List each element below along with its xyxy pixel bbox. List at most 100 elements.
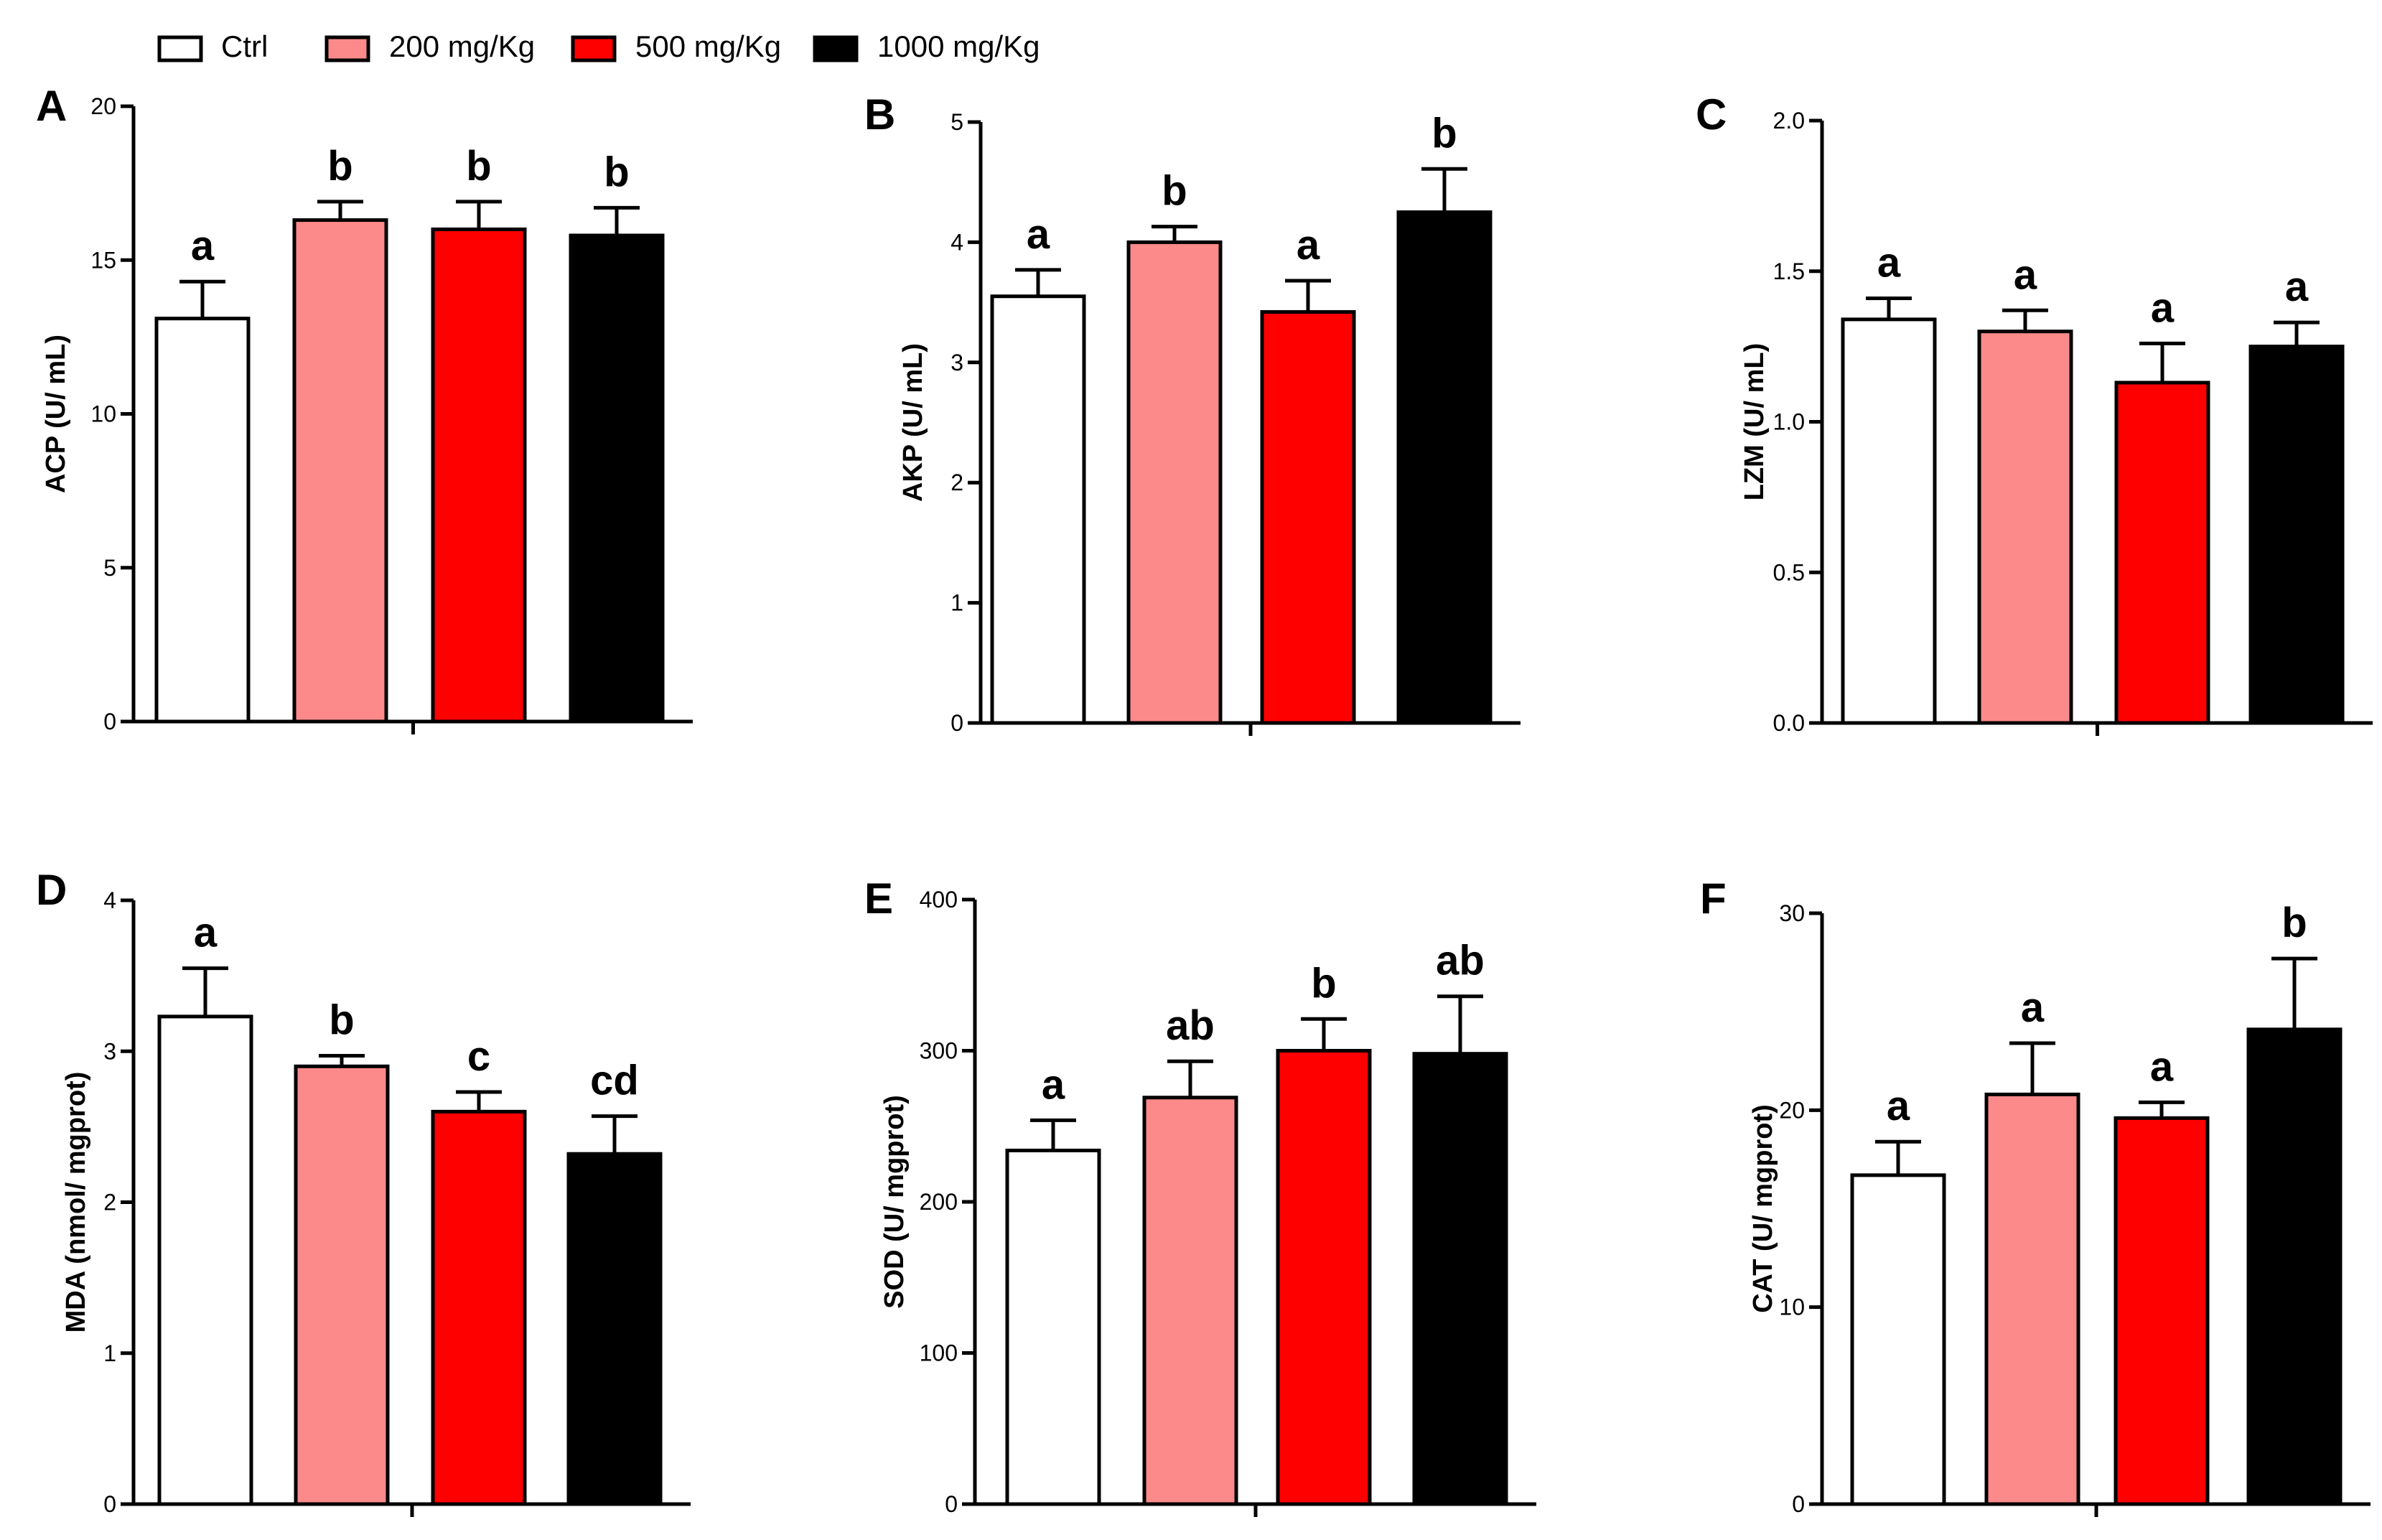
bar-f-1 — [1850, 1173, 1946, 1506]
bar-e-2 — [1142, 1096, 1238, 1506]
sig-letter-d-3: c — [467, 1033, 490, 1080]
y-tick-label-c: 0.5 — [1773, 559, 1805, 585]
bar-d-3 — [431, 1109, 527, 1506]
y-tick-label-e: 200 — [920, 1189, 958, 1215]
y-axis-title-a: ACP (U/ mL) — [41, 335, 71, 493]
panel-d: D 0 1 2 3 4 MDA (nmol/ mgprot) a b c cd — [36, 866, 691, 1517]
y-axis-title-f: CAT (U/ mgprot) — [1748, 1104, 1778, 1313]
sig-letter-e-4: ab — [1436, 938, 1485, 984]
y-tick-label-b: 3 — [951, 350, 963, 375]
y-tick-label-c: 2.0 — [1773, 108, 1805, 134]
legend-500-mg-kg-swatch — [571, 35, 617, 62]
panel-label-a: A — [36, 82, 67, 130]
legend-ctrl-label: Ctrl — [221, 29, 268, 63]
panel-label-f: F — [1700, 874, 1727, 923]
sig-letter-a-4: b — [604, 149, 629, 195]
y-tick-label-c: 1.5 — [1773, 258, 1805, 284]
sig-letter-d-4: cd — [590, 1058, 639, 1104]
y-tick-label-a: 10 — [90, 401, 116, 427]
y-tick-label-e: 400 — [920, 887, 958, 913]
bar-c-3 — [2114, 381, 2210, 725]
y-tick-label-d: 4 — [103, 887, 116, 913]
bar-d-1 — [157, 1014, 253, 1506]
bar-f-2 — [1984, 1092, 2080, 1506]
sig-letter-a-1: a — [191, 223, 215, 269]
panel-label-d: D — [36, 866, 67, 914]
sig-letter-a-3: b — [466, 143, 491, 190]
legend-200-mg-kg-label: 200 mg/Kg — [389, 29, 535, 63]
bar-e-4 — [1412, 1052, 1508, 1506]
bar-b-4 — [1396, 210, 1493, 725]
y-tick-label-b: 0 — [951, 710, 963, 736]
sig-letter-c-4: a — [2285, 263, 2309, 310]
y-tick-label-b: 5 — [951, 109, 963, 135]
y-tick-label-a: 15 — [90, 247, 116, 273]
y-axis-title-b: AKP (U/ mL) — [898, 343, 928, 502]
y-tick-label-a: 0 — [103, 709, 116, 734]
sig-letter-e-1: a — [1042, 1061, 1065, 1108]
sig-letter-d-1: a — [194, 910, 218, 956]
y-tick-label-d: 3 — [103, 1038, 116, 1064]
sig-letter-d-2: b — [329, 997, 354, 1044]
y-axis-title-c: LZM (U/ mL) — [1739, 343, 1770, 501]
bar-b-3 — [1260, 309, 1356, 725]
legend-1000-mg-kg-label: 1000 mg/Kg — [877, 29, 1040, 63]
sig-letter-a-2: b — [327, 143, 352, 190]
panel-label-c: C — [1696, 90, 1727, 139]
sig-letter-e-2: ab — [1166, 1002, 1215, 1049]
bar-c-1 — [1841, 317, 1937, 725]
sig-letter-e-3: b — [1311, 960, 1336, 1007]
legend-ctrl-swatch — [157, 35, 203, 62]
panel-b: B 0 1 2 3 4 5 AKP (U/ mL) a b a b — [864, 90, 1521, 736]
bar-a-3 — [431, 227, 527, 724]
y-tick-label-e: 300 — [920, 1038, 958, 1064]
sig-letter-b-1: a — [1027, 211, 1050, 258]
bar-e-3 — [1276, 1049, 1372, 1506]
panel-e: E 0 100 200 300 400 SOD (U/ mgprot) a ab b ab — [864, 874, 1536, 1517]
bar-f-3 — [2114, 1116, 2210, 1506]
y-tick-label-a: 5 — [103, 555, 116, 581]
bar-a-1 — [154, 317, 251, 724]
sig-letter-b-4: b — [1431, 110, 1457, 157]
y-tick-label-c: 1.0 — [1773, 409, 1805, 435]
bar-a-4 — [569, 233, 665, 724]
y-tick-label-b: 1 — [951, 590, 963, 616]
y-tick-label-f: 20 — [1779, 1097, 1805, 1123]
legend-1000-mg-kg-swatch — [813, 35, 859, 62]
y-tick-label-f: 10 — [1779, 1294, 1805, 1320]
y-tick-label-e: 100 — [920, 1340, 958, 1366]
panel-c: C 0.0 0.5 1.0 1.5 2.0 LZM (U/ mL) a a a a — [1696, 90, 2373, 736]
bar-c-2 — [1977, 330, 2073, 725]
bar-b-2 — [1126, 240, 1223, 725]
bar-f-4 — [2246, 1027, 2343, 1506]
sig-letter-b-2: b — [1162, 168, 1187, 215]
panel-label-b: B — [864, 90, 895, 139]
sig-letter-b-3: a — [1297, 222, 1320, 269]
sig-letter-c-1: a — [1877, 240, 1901, 286]
sig-letter-f-3: a — [2150, 1043, 2174, 1090]
legend-500-mg-kg-label: 500 mg/Kg — [635, 29, 781, 63]
y-tick-label-d: 2 — [103, 1190, 116, 1215]
y-axis-title-e: SOD (U/ mgprot) — [879, 1095, 910, 1309]
y-tick-label-d: 0 — [103, 1491, 116, 1517]
y-tick-label-e: 0 — [945, 1491, 958, 1517]
y-tick-label-a: 20 — [90, 93, 116, 119]
panel-label-e: E — [864, 874, 893, 923]
legend-200-mg-kg-swatch — [324, 35, 370, 62]
bar-c-4 — [2248, 345, 2345, 725]
panel-a: A 0 5 10 15 20 ACP (U/ mL) a b b b — [36, 82, 693, 734]
sig-letter-c-3: a — [2151, 284, 2175, 331]
y-tick-label-c: 0.0 — [1773, 710, 1805, 736]
y-tick-label-b: 2 — [951, 470, 963, 495]
y-tick-label-f: 0 — [1792, 1491, 1805, 1517]
bar-d-2 — [294, 1064, 390, 1506]
bar-b-1 — [990, 294, 1086, 725]
y-tick-label-f: 30 — [1779, 900, 1805, 926]
y-tick-label-b: 4 — [951, 229, 963, 255]
y-axis-title-d: MDA (nmol/ mgprot) — [61, 1072, 91, 1333]
legend: Ctrl 200 mg/Kg 500 mg/Kg 1000 mg/Kg — [157, 29, 1040, 63]
y-tick-label-d: 1 — [103, 1340, 116, 1366]
bar-a-2 — [292, 218, 388, 724]
